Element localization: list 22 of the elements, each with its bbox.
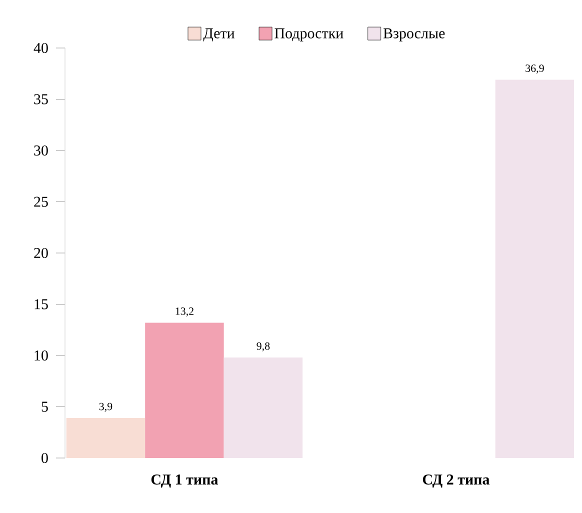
- y-tick-label: 40: [34, 42, 48, 54]
- bar: [145, 322, 224, 458]
- data-label: 36,9: [526, 64, 544, 74]
- data-label: 13,2: [176, 308, 194, 316]
- y-tick-label: 5: [42, 402, 48, 412]
- data-label: 9,8: [256, 342, 270, 352]
- data-label: 3,9: [99, 402, 112, 412]
- x-tick-label: СД 1 типа: [151, 474, 218, 488]
- y-tick-label: 15: [34, 299, 48, 310]
- y-tick-label: 35: [34, 94, 48, 104]
- x-tick-label: СД 2 типа: [422, 474, 490, 488]
- bar: [66, 418, 146, 458]
- legend-label: Дети: [203, 28, 234, 42]
- legend-label: Взрослые: [383, 28, 445, 42]
- bar: [224, 358, 303, 458]
- y-tick-label: 30: [34, 145, 48, 156]
- y-tick-label: 25: [34, 196, 48, 207]
- y-tick-label: 10: [34, 350, 48, 361]
- bar: [495, 80, 574, 458]
- y-tick-label: 20: [34, 248, 48, 258]
- y-tick-label: 0: [42, 452, 48, 464]
- legend-label: Подростки: [274, 28, 344, 42]
